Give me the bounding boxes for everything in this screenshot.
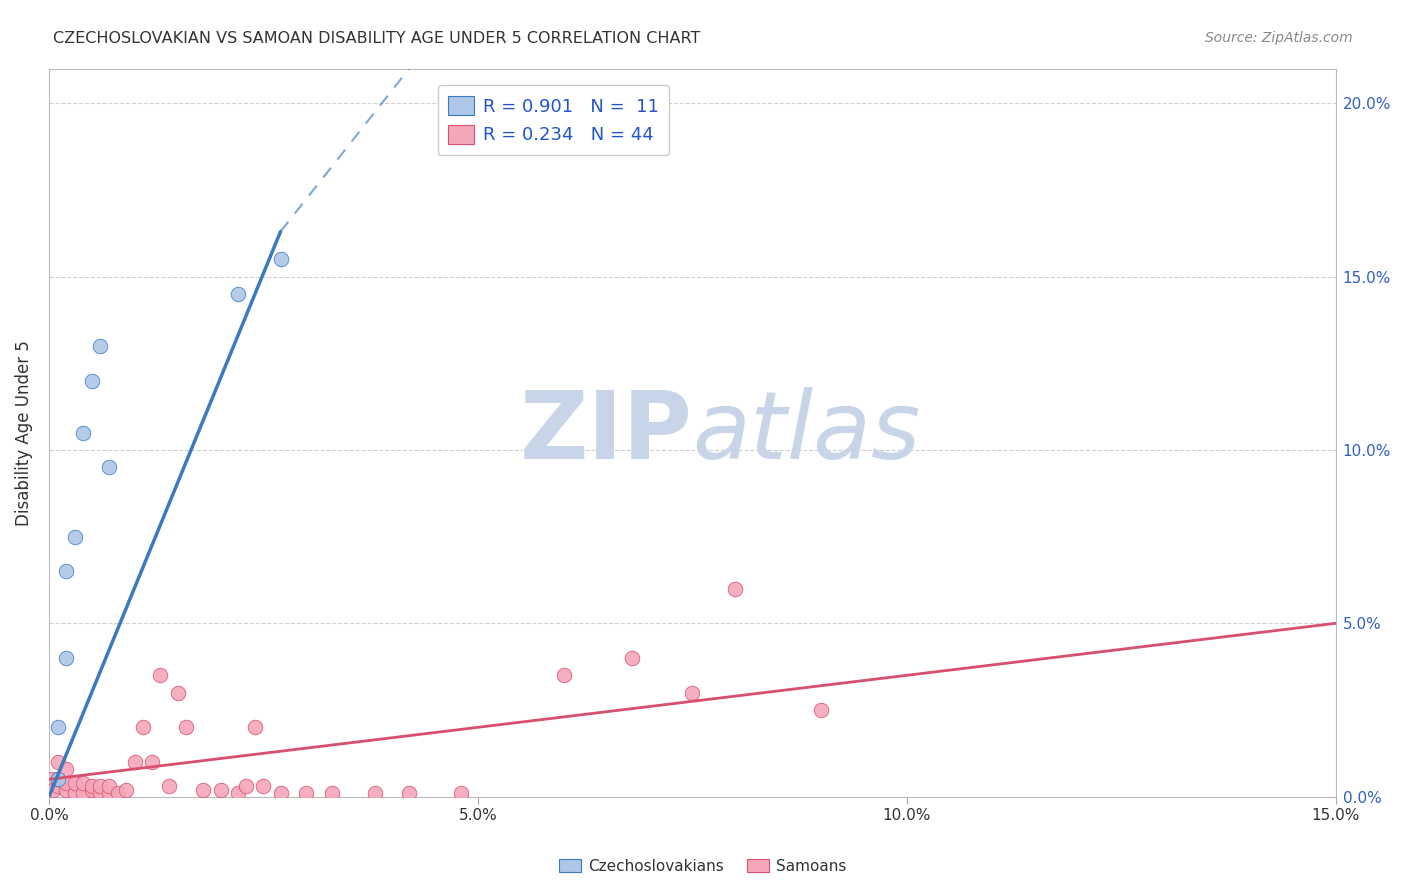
Point	[141, 755, 163, 769]
Point	[55, 782, 77, 797]
Point	[46, 720, 69, 734]
Point	[107, 786, 129, 800]
Point	[226, 786, 249, 800]
Point	[41, 772, 63, 787]
Point	[98, 460, 121, 475]
Point	[98, 779, 121, 793]
Point	[55, 776, 77, 790]
Legend: R = 0.901   N =  11, R = 0.234   N = 44: R = 0.901 N = 11, R = 0.234 N = 44	[437, 85, 669, 155]
Point	[621, 651, 644, 665]
Point	[89, 786, 111, 800]
Text: atlas: atlas	[692, 387, 921, 478]
Point	[80, 782, 103, 797]
Point	[46, 755, 69, 769]
Point	[149, 668, 172, 682]
Point	[132, 720, 155, 734]
Point	[72, 776, 94, 790]
Text: CZECHOSLOVAKIAN VS SAMOAN DISABILITY AGE UNDER 5 CORRELATION CHART: CZECHOSLOVAKIAN VS SAMOAN DISABILITY AGE…	[53, 31, 700, 46]
Point	[295, 786, 318, 800]
Point	[63, 530, 86, 544]
Point	[124, 755, 146, 769]
Point	[166, 686, 188, 700]
Point	[46, 772, 69, 787]
Point	[46, 772, 69, 787]
Point	[681, 686, 703, 700]
Point	[46, 779, 69, 793]
Point	[115, 782, 138, 797]
Point	[243, 720, 266, 734]
Point	[174, 720, 197, 734]
Legend: Czechoslovakians, Samoans: Czechoslovakians, Samoans	[554, 853, 852, 880]
Point	[270, 786, 292, 800]
Point	[724, 582, 747, 596]
Point	[364, 786, 387, 800]
Point	[55, 651, 77, 665]
Point	[321, 786, 343, 800]
Point	[55, 564, 77, 578]
Point	[55, 762, 77, 776]
Text: ZIP: ZIP	[519, 386, 692, 479]
Point	[193, 782, 215, 797]
Point	[209, 782, 232, 797]
Point	[157, 779, 180, 793]
Point	[252, 779, 274, 793]
Point	[80, 374, 103, 388]
Point	[398, 786, 420, 800]
Point	[80, 779, 103, 793]
Point	[72, 425, 94, 440]
Y-axis label: Disability Age Under 5: Disability Age Under 5	[15, 340, 32, 525]
Point	[270, 252, 292, 267]
Point	[63, 776, 86, 790]
Point	[72, 786, 94, 800]
Point	[226, 286, 249, 301]
Point	[235, 779, 257, 793]
Point	[553, 668, 575, 682]
Point	[42, 782, 65, 797]
Point	[89, 779, 111, 793]
Point	[89, 339, 111, 353]
Point	[63, 786, 86, 800]
Point	[810, 703, 832, 717]
Point	[450, 786, 472, 800]
Text: Source: ZipAtlas.com: Source: ZipAtlas.com	[1205, 31, 1353, 45]
Point	[98, 786, 121, 800]
